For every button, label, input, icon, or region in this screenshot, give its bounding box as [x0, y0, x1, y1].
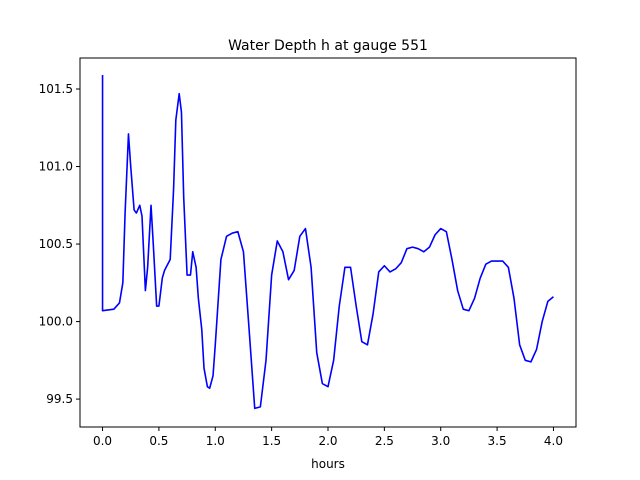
x-axis-label: hours [311, 457, 345, 471]
x-tick-label: 3.0 [431, 434, 450, 448]
x-tick-label: 0.5 [149, 434, 168, 448]
y-tick-label: 101.0 [39, 160, 73, 174]
x-tick-label: 0.0 [93, 434, 112, 448]
y-axis: 99.5 100.0 100.5 101.0 101.5 [39, 82, 80, 406]
y-tick-label: 99.5 [46, 392, 73, 406]
x-tick-label: 1.5 [262, 434, 281, 448]
y-tick-label: 100.0 [39, 315, 73, 329]
x-tick-label: 3.5 [488, 434, 507, 448]
x-axis: 0.0 0.5 1.0 1.5 2.0 2.5 3.0 3.5 4.0 [93, 427, 563, 448]
x-tick-label: 4.0 [544, 434, 563, 448]
chart-title: Water Depth h at gauge 551 [228, 38, 428, 54]
plot-frame [79, 57, 577, 428]
y-tick-label: 100.5 [39, 237, 73, 251]
x-tick-label: 1.0 [206, 434, 225, 448]
x-tick-label: 2.0 [318, 434, 337, 448]
x-tick-label: 2.5 [375, 434, 394, 448]
y-tick-label: 101.5 [39, 82, 73, 96]
series-line [101, 75, 554, 410]
plot-area [79, 57, 577, 428]
